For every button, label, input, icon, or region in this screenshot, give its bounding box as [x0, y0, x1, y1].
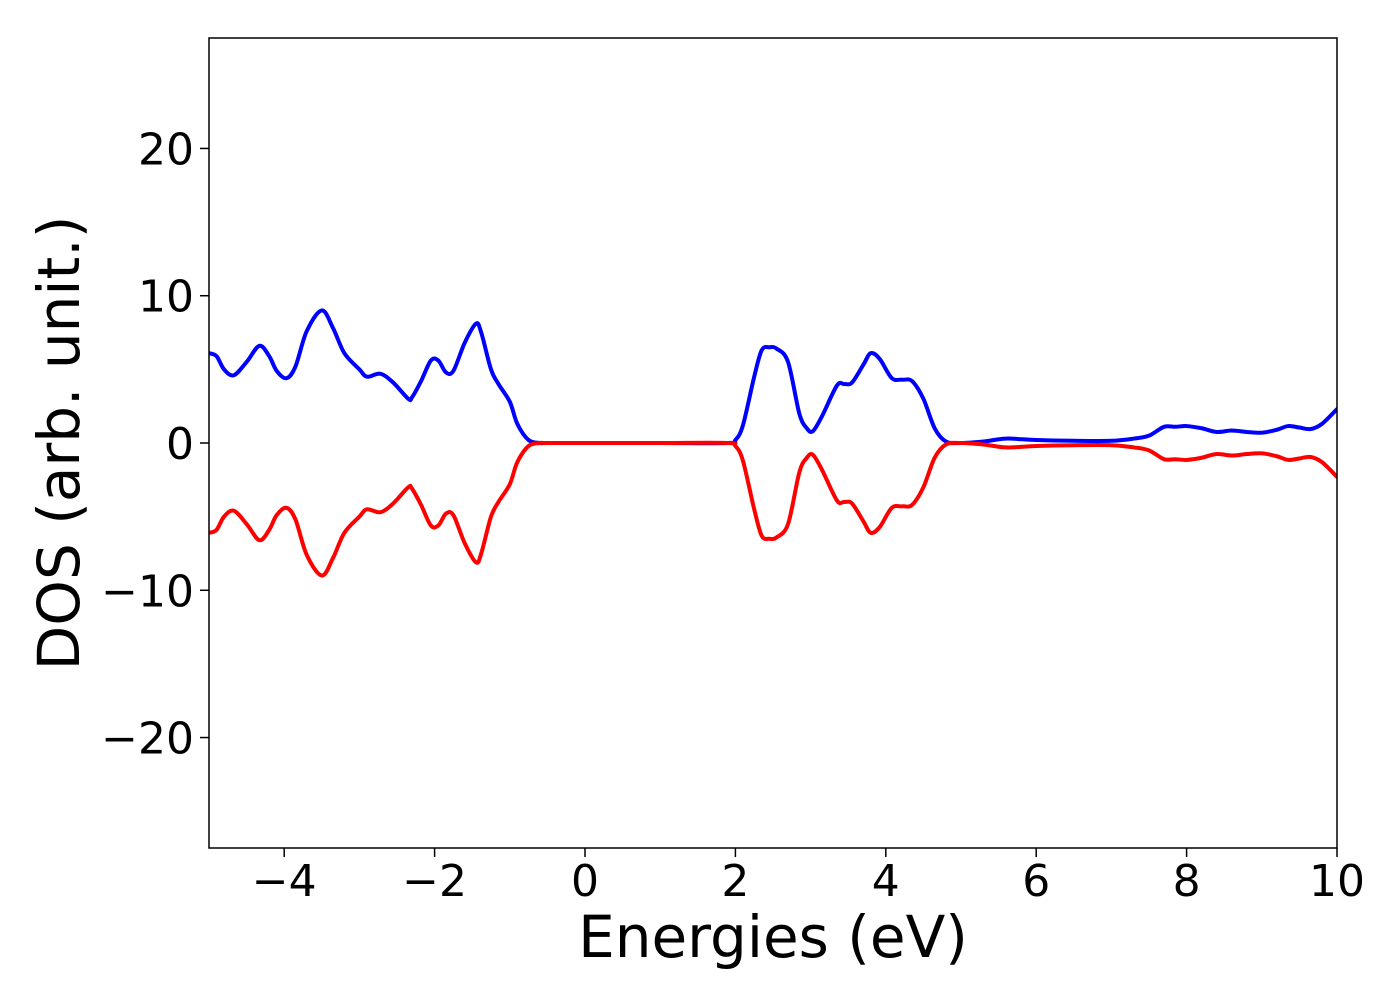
- series-line-spin-up: [209, 308, 1337, 446]
- x-axis-ticks: −4 −2 0 2 4 6 8 10: [252, 848, 1365, 907]
- y-axis-ticks: −20 −10 0 10 20: [101, 124, 209, 765]
- x-tick-label: 4: [872, 856, 900, 907]
- x-tick-label: 2: [721, 856, 749, 907]
- y-tick-label: 20: [138, 124, 194, 175]
- series-layer: [209, 308, 1337, 578]
- x-tick-label: 6: [1022, 856, 1050, 907]
- x-tick-label: 8: [1173, 856, 1201, 907]
- y-tick-label: 10: [138, 272, 194, 323]
- plot-frame: [208, 37, 1338, 849]
- x-tick-label: −2: [402, 856, 467, 907]
- y-tick-label: 0: [166, 419, 194, 470]
- x-axis-label: Energies (eV): [578, 903, 968, 971]
- x-tick-label: 0: [571, 856, 599, 907]
- y-tick-label: −10: [101, 566, 194, 617]
- x-tick-label: −4: [252, 856, 317, 907]
- y-axis-label: DOS (arb. unit.): [25, 216, 93, 671]
- series-line-spin-down: [209, 440, 1337, 578]
- y-tick-label: −20: [101, 714, 194, 765]
- x-tick-label: 10: [1309, 856, 1365, 907]
